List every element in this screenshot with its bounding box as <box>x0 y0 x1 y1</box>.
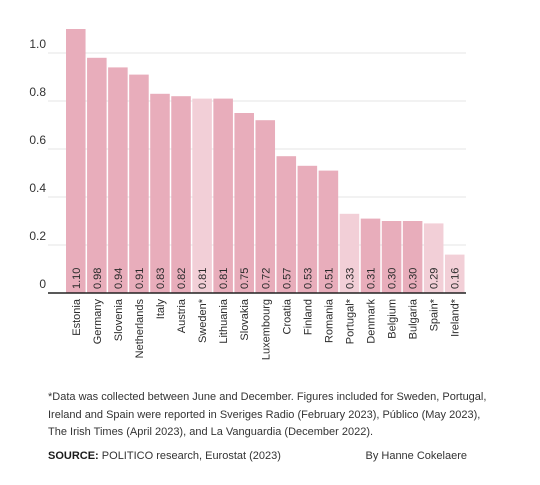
value-label: 0.94 <box>113 268 125 289</box>
y-tick-label: 0.4 <box>29 181 46 195</box>
category-label: Romania <box>323 298 335 343</box>
category-label: Italy <box>155 299 167 320</box>
bar <box>318 170 339 293</box>
value-label: 0.82 <box>176 268 188 289</box>
value-label: 0.51 <box>323 268 335 289</box>
footnote: *Data was collected between June and Dec… <box>48 391 487 438</box>
value-label: 0.57 <box>281 268 293 289</box>
bar <box>171 96 191 293</box>
bar <box>402 221 423 293</box>
value-label: 0.53 <box>302 268 314 289</box>
value-label: 0.75 <box>239 268 251 289</box>
bar <box>360 218 381 293</box>
bar <box>234 113 254 293</box>
category-label: Denmark <box>366 299 378 344</box>
bar <box>444 254 465 293</box>
value-label: 0.81 <box>197 268 209 289</box>
value-label: 0.29 <box>429 268 441 289</box>
value-label: 0.72 <box>260 268 272 289</box>
y-tick-label: 0.6 <box>29 133 46 147</box>
bar <box>339 213 360 293</box>
category-label: Bulgaria <box>408 298 420 339</box>
category-label: Sweden* <box>197 298 209 343</box>
y-tick-label: 1.0 <box>29 37 46 51</box>
bar <box>108 67 128 294</box>
bar <box>150 93 170 293</box>
bar <box>381 221 402 293</box>
category-label: Croatia <box>281 298 293 334</box>
source-line: SOURCE: POLITICO research, Eurostat (202… <box>48 448 348 466</box>
value-label: 0.30 <box>387 268 399 289</box>
y-tick-label: 0.8 <box>29 85 46 99</box>
bar <box>255 120 276 293</box>
value-label: 1.10 <box>71 268 83 289</box>
value-label: 0.30 <box>408 268 420 289</box>
category-label: Germany <box>92 299 104 345</box>
category-label: Austria <box>176 298 188 333</box>
category-label: Finland <box>302 299 314 335</box>
bar <box>213 98 233 293</box>
bar <box>423 223 444 293</box>
source-label: SOURCE: <box>48 450 99 462</box>
category-label: Netherlands <box>134 299 146 359</box>
y-tick-label: 0.2 <box>29 229 46 243</box>
value-label: 0.16 <box>450 268 462 289</box>
value-label: 0.91 <box>134 268 146 289</box>
category-label: Slovakia <box>239 298 251 340</box>
category-label: Belgium <box>387 299 399 339</box>
category-label: Portugal* <box>344 298 356 344</box>
bar <box>129 74 149 293</box>
category-label: Lithuania <box>218 298 230 344</box>
category-label: Luxembourg <box>260 299 272 360</box>
bar <box>276 156 297 293</box>
byline: By Hanne Cokelaere <box>365 450 467 462</box>
category-label: Spain* <box>429 298 441 331</box>
category-label: Ireland* <box>450 298 462 337</box>
value-label: 0.31 <box>366 268 378 289</box>
category-label: Estonia <box>71 298 83 336</box>
bar <box>66 29 86 293</box>
value-label: 0.98 <box>92 268 104 289</box>
bar <box>192 98 212 293</box>
bar <box>297 165 318 293</box>
value-label: 0.83 <box>155 268 167 289</box>
category-label: Slovenia <box>113 298 125 341</box>
source-text: POLITICO research, Eurostat (2023) <box>101 450 281 462</box>
value-label: 0.33 <box>344 268 356 289</box>
y-tick-label: 0 <box>39 277 46 291</box>
bar-chart: 0 0.2 0.4 0.6 0.8 1.0 1.10 Estonia 0.98 Germany 0.… <box>29 29 466 360</box>
bar <box>87 57 107 293</box>
value-label: 0.81 <box>218 268 230 289</box>
